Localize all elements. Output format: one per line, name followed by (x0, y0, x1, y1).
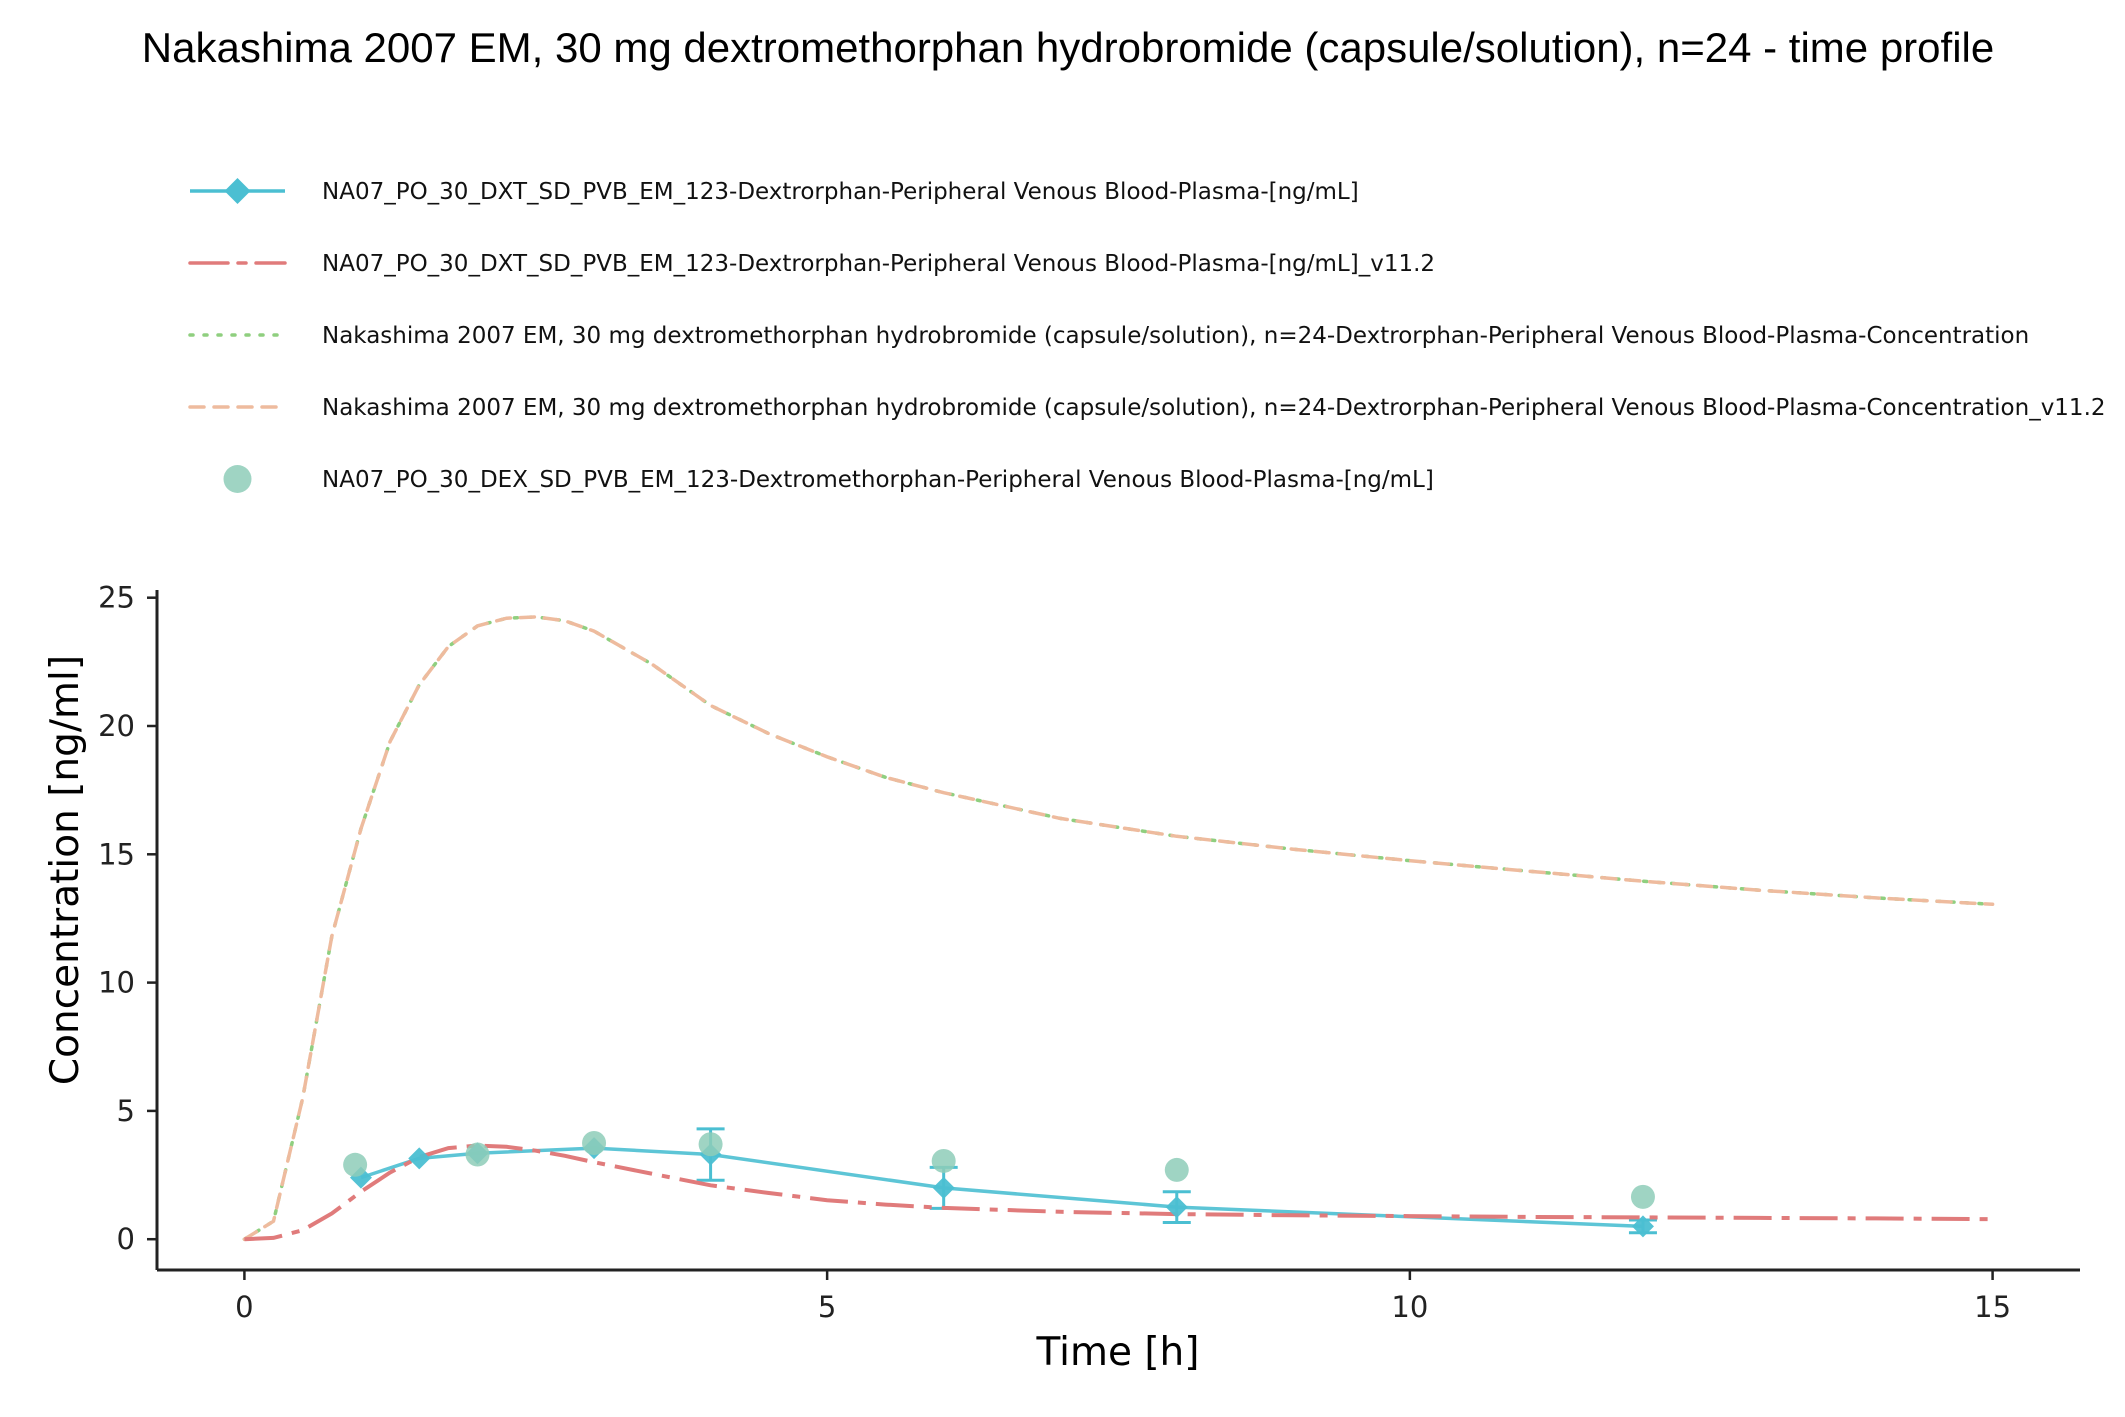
series-line-observed-dextrorphan (360, 1146, 1644, 1229)
chart-title: Nakashima 2007 EM, 30 mg dextromethorpha… (142, 24, 1994, 71)
data-point-dextrorphan (1631, 1215, 1654, 1238)
legend-item: NA07_PO_30_DXT_SD_PVB_EM_123-Dextrorphan… (188, 251, 1435, 277)
legend-label: NA07_PO_30_DXT_SD_PVB_EM_123-Dextrorphan… (322, 251, 1435, 277)
legend-item: NA07_PO_30_DEX_SD_PVB_EM_123-Dextrometho… (223, 465, 1434, 493)
data-point-dextromethorphan (582, 1130, 607, 1155)
data-point-dextromethorphan (698, 1132, 723, 1157)
series-line-simulated-dashed (242, 615, 1995, 1241)
data-point-dextromethorphan (931, 1148, 956, 1173)
y-tick-label: 0 (117, 1222, 135, 1256)
legend-item: Nakashima 2007 EM, 30 mg dextromethorpha… (188, 395, 2106, 421)
y-tick-label: 10 (98, 966, 135, 1000)
legend-item: Nakashima 2007 EM, 30 mg dextromethorpha… (188, 323, 2029, 349)
data-point-dextrorphan (932, 1176, 955, 1199)
data-point-dextrorphan (408, 1147, 431, 1170)
y-tick-label: 25 (98, 581, 135, 615)
legend-marker (223, 465, 252, 493)
y-tick-label: 15 (98, 837, 135, 871)
data-point-dextrorphan (1165, 1196, 1188, 1219)
legend: NA07_PO_30_DXT_SD_PVB_EM_123-Dextrorphan… (188, 178, 2106, 493)
legend-label: Nakashima 2007 EM, 30 mg dextromethorpha… (322, 395, 2106, 421)
data-point-dextromethorphan (1164, 1157, 1189, 1182)
x-tick-label: 5 (818, 1290, 836, 1324)
data-point-dextromethorphan (1630, 1184, 1655, 1209)
data-point-dextromethorphan (465, 1142, 490, 1167)
y-axis-title: Concentration [ng/ml] (43, 655, 88, 1085)
y-tick-label: 5 (117, 1094, 135, 1128)
legend-marker (224, 178, 251, 204)
legend-label: Nakashima 2007 EM, 30 mg dextromethorpha… (322, 323, 2029, 349)
axes: 0 5 10 15 0 5 10 15 20 25 (98, 581, 2080, 1324)
x-tick-label: 0 (235, 1290, 253, 1324)
series-line-simulated-dextrorphan (244, 1143, 1993, 1242)
data-point-dextromethorphan (343, 1152, 368, 1177)
x-tick-label: 10 (1391, 1290, 1428, 1324)
x-axis-title: Time [h] (1036, 1330, 1200, 1375)
x-tick-label: 15 (1974, 1290, 2011, 1324)
legend-label: NA07_PO_30_DEX_SD_PVB_EM_123-Dextrometho… (322, 467, 1434, 493)
plot-area (242, 615, 1995, 1242)
legend-item: NA07_PO_30_DXT_SD_PVB_EM_123-Dextrorphan… (190, 178, 1359, 205)
y-tick-label: 20 (98, 709, 135, 743)
legend-label: NA07_PO_30_DXT_SD_PVB_EM_123-Dextrorphan… (322, 179, 1359, 205)
